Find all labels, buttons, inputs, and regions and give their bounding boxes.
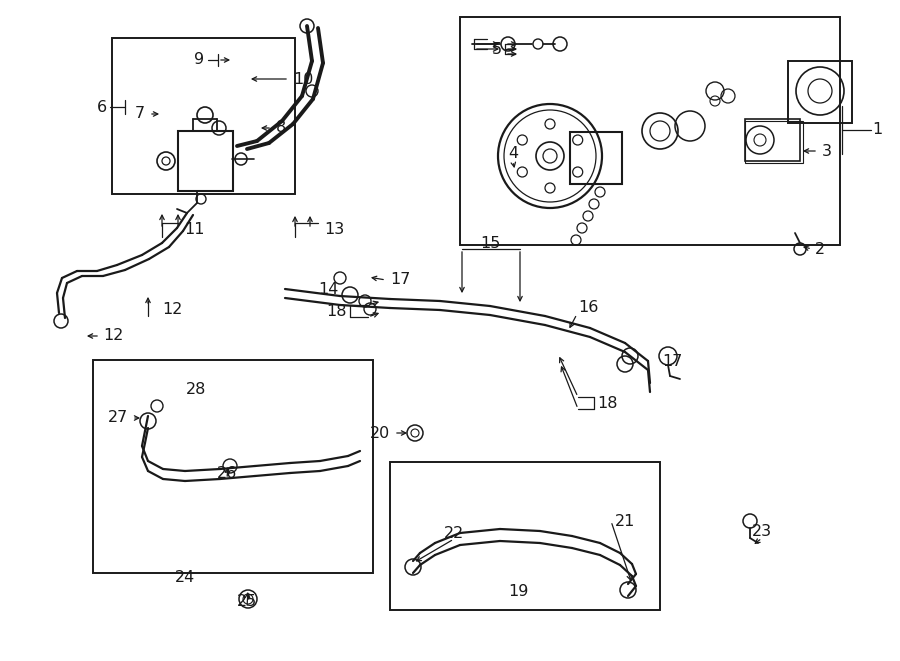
Text: 24: 24 xyxy=(175,570,195,584)
Text: 18: 18 xyxy=(327,303,347,319)
Text: 6: 6 xyxy=(97,100,107,114)
Text: 13: 13 xyxy=(324,221,344,237)
Text: 5: 5 xyxy=(492,42,502,56)
Text: 8: 8 xyxy=(276,120,286,136)
Text: 19: 19 xyxy=(508,584,528,598)
Bar xyxy=(788,61,852,123)
Text: 23: 23 xyxy=(752,524,772,539)
Bar xyxy=(745,121,803,163)
Text: 25: 25 xyxy=(237,594,257,609)
Text: 3: 3 xyxy=(822,143,832,159)
Text: 11: 11 xyxy=(184,221,204,237)
Text: 12: 12 xyxy=(162,301,183,317)
Text: 27: 27 xyxy=(108,410,128,426)
Text: 4: 4 xyxy=(508,147,518,161)
Text: 18: 18 xyxy=(597,395,617,410)
Text: 15: 15 xyxy=(480,235,500,251)
Text: 26: 26 xyxy=(217,465,237,481)
Text: 16: 16 xyxy=(578,301,599,315)
Text: 7: 7 xyxy=(135,106,145,122)
Bar xyxy=(570,132,622,184)
Bar xyxy=(745,119,800,161)
Text: 21: 21 xyxy=(615,514,635,529)
Bar xyxy=(112,38,295,194)
Bar xyxy=(460,17,840,245)
Text: 14: 14 xyxy=(318,282,338,297)
Text: 17: 17 xyxy=(390,272,410,288)
Text: 10: 10 xyxy=(293,71,313,87)
Text: 17: 17 xyxy=(662,354,682,368)
Bar xyxy=(178,131,233,191)
Text: 12: 12 xyxy=(103,329,123,344)
Text: 9: 9 xyxy=(194,52,204,67)
Text: 20: 20 xyxy=(370,426,390,440)
Text: 2: 2 xyxy=(815,241,825,256)
Text: 1: 1 xyxy=(872,122,882,137)
Text: 22: 22 xyxy=(444,525,464,541)
Bar xyxy=(93,360,373,573)
Bar xyxy=(390,462,660,610)
Text: 28: 28 xyxy=(185,381,206,397)
